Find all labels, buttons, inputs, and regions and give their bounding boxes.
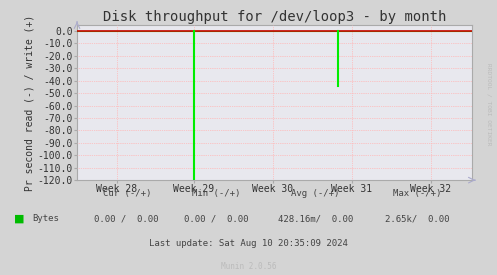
Text: ■: ■ [14, 214, 24, 224]
Text: 2.65k/  0.00: 2.65k/ 0.00 [385, 214, 450, 223]
Title: Disk throughput for /dev/loop3 - by month: Disk throughput for /dev/loop3 - by mont… [103, 10, 446, 24]
Text: 0.00 /  0.00: 0.00 / 0.00 [184, 214, 248, 223]
Text: Munin 2.0.56: Munin 2.0.56 [221, 262, 276, 271]
Text: 0.00 /  0.00: 0.00 / 0.00 [94, 214, 159, 223]
Text: Bytes: Bytes [32, 214, 59, 223]
Text: RRDTOOL / TOBI OETIKER: RRDTOOL / TOBI OETIKER [486, 63, 491, 146]
Text: 428.16m/  0.00: 428.16m/ 0.00 [278, 214, 353, 223]
Text: Min (-/+): Min (-/+) [192, 189, 241, 198]
Text: Cur (-/+): Cur (-/+) [102, 189, 151, 198]
Text: Avg (-/+): Avg (-/+) [291, 189, 340, 198]
Y-axis label: Pr second read (-) / write (+): Pr second read (-) / write (+) [25, 14, 35, 191]
Text: Max (-/+): Max (-/+) [393, 189, 442, 198]
Text: Last update: Sat Aug 10 20:35:09 2024: Last update: Sat Aug 10 20:35:09 2024 [149, 239, 348, 248]
